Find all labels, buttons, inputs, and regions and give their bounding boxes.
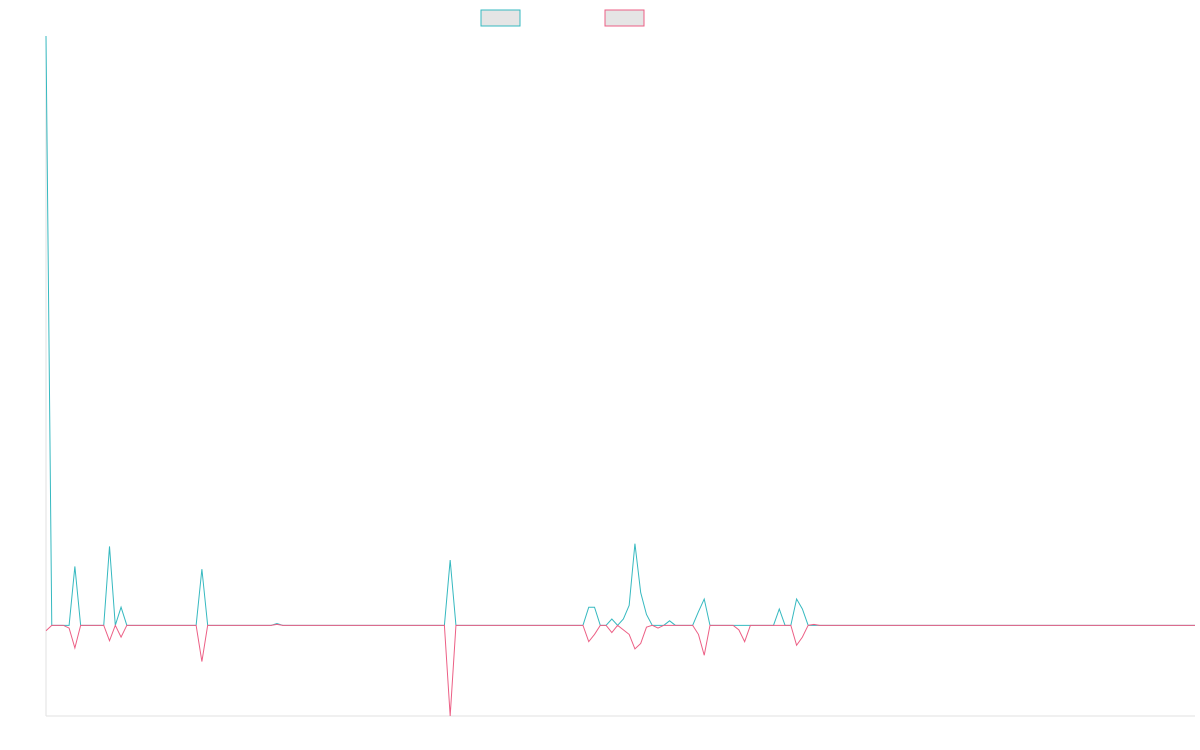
legend-swatch-2[interactable] xyxy=(604,9,645,27)
series-line-2 xyxy=(45,623,1195,717)
legend-swatch-1[interactable] xyxy=(480,9,521,27)
legend[interactable] xyxy=(480,9,645,27)
series-layer xyxy=(45,35,1195,717)
series-line-1 xyxy=(45,35,1195,627)
axes xyxy=(45,36,1195,717)
